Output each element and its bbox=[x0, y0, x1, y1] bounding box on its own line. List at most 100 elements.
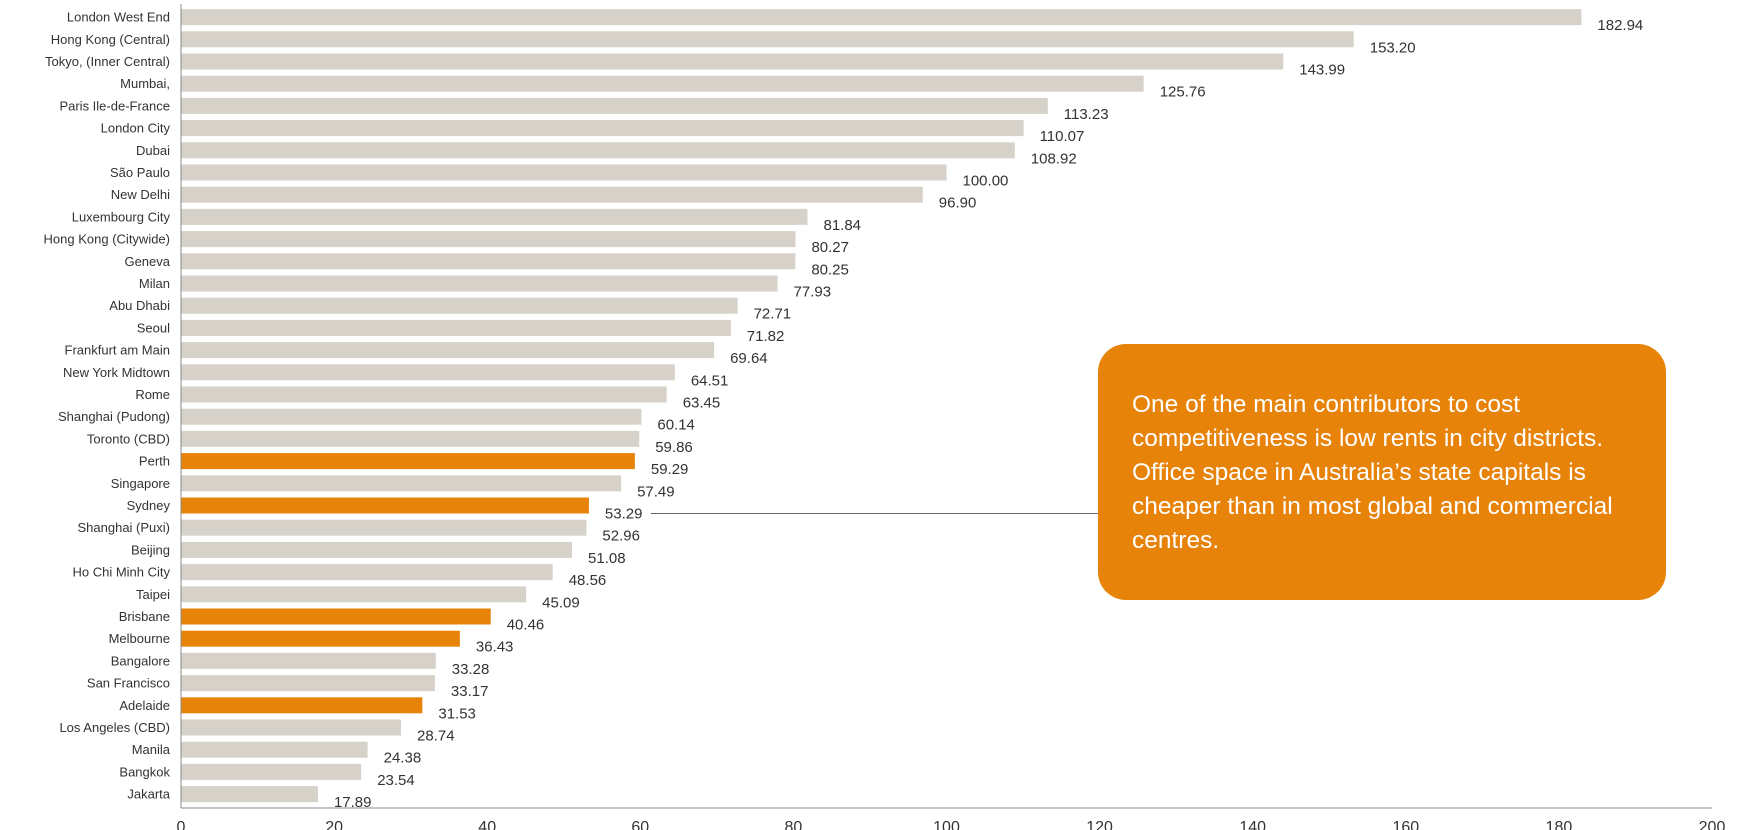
x-tick-label-140: 140 bbox=[1239, 819, 1266, 830]
x-tick-label-180: 180 bbox=[1546, 819, 1573, 830]
category-label-paris-ile-de-france: Paris Ile-de-France bbox=[59, 98, 170, 113]
category-label-hong-kong-central: Hong Kong (Central) bbox=[51, 32, 170, 47]
x-tick-label-60: 60 bbox=[631, 819, 649, 830]
x-tick-labels-group: 0 20 40 60 80 100 120 140 160 180 200 bbox=[177, 819, 1726, 830]
category-label-los-angeles-cbd: Los Angeles (CBD) bbox=[59, 720, 170, 735]
bar-taipei bbox=[181, 586, 527, 603]
category-label-ho-chi-minh-city: Ho Chi Minh City bbox=[72, 565, 170, 580]
bar-jakarta bbox=[181, 786, 318, 803]
category-label-adelaide: Adelaide bbox=[119, 698, 170, 713]
bar-bangkok bbox=[181, 763, 362, 780]
annotation-callout: One of the main contributors to cost com… bbox=[1098, 344, 1666, 600]
x-tick-label-200: 200 bbox=[1699, 819, 1726, 830]
category-label-manila: Manila bbox=[132, 742, 171, 757]
value-label-new-delhi: 96.90 bbox=[939, 195, 977, 212]
category-label-hong-kong-citywide: Hong Kong (Citywide) bbox=[44, 232, 170, 247]
value-label-manila: 24.38 bbox=[384, 750, 422, 767]
value-label-rome: 63.45 bbox=[683, 395, 721, 412]
value-label-brisbane: 40.46 bbox=[507, 617, 545, 634]
category-label-rome: Rome bbox=[135, 387, 170, 402]
value-label-toronto-cbd: 59.86 bbox=[655, 439, 693, 456]
category-labels-group: London West End Hong Kong (Central) Tokyo,… bbox=[44, 10, 171, 802]
value-label-hong-kong-central: 153.20 bbox=[1370, 39, 1416, 56]
value-label-bangkok: 23.54 bbox=[377, 772, 415, 789]
value-label-taipei: 45.09 bbox=[542, 594, 580, 611]
bar-toronto-cbd bbox=[181, 430, 640, 447]
bar-seoul bbox=[181, 319, 731, 336]
bar-frankfurt-am-main bbox=[181, 342, 715, 359]
category-label-luxembourg-city: Luxembourg City bbox=[72, 209, 171, 224]
category-label-geneva: Geneva bbox=[124, 254, 170, 269]
bar-melbourne bbox=[181, 630, 460, 647]
category-label-toronto-cbd: Toronto (CBD) bbox=[87, 431, 170, 446]
value-label-new-york-midtown: 64.51 bbox=[691, 372, 729, 389]
value-label-beijing: 51.08 bbox=[588, 550, 626, 567]
bar-bangalore bbox=[181, 652, 436, 669]
bar-hong-kong-citywide bbox=[181, 231, 796, 248]
x-tick-label-80: 80 bbox=[785, 819, 803, 830]
value-label-dubai: 108.92 bbox=[1031, 150, 1077, 167]
value-label-sydney: 53.29 bbox=[605, 506, 643, 523]
category-label-mumbai: Mumbai, bbox=[120, 76, 170, 91]
category-label-shanghai-puxi: Shanghai (Puxi) bbox=[78, 520, 171, 535]
x-tick-label-20: 20 bbox=[325, 819, 343, 830]
bar-ho-chi-minh-city bbox=[181, 564, 553, 581]
value-label-jakarta: 17.89 bbox=[334, 794, 372, 811]
category-label-jakarta: Jakarta bbox=[127, 787, 170, 802]
category-label-san-francisco: San Francisco bbox=[87, 676, 170, 691]
category-label-frankfurt-am-main: Frankfurt am Main bbox=[65, 343, 170, 358]
value-label-sao-paulo: 100.00 bbox=[963, 173, 1009, 190]
bar-singapore bbox=[181, 475, 622, 492]
category-label-tokyo-inner-central: Tokyo, (Inner Central) bbox=[45, 54, 170, 69]
bar-adelaide bbox=[181, 697, 423, 714]
bar-new-delhi bbox=[181, 186, 923, 203]
bar-shanghai-pudong bbox=[181, 408, 642, 425]
value-label-adelaide: 31.53 bbox=[438, 705, 476, 722]
category-label-new-york-midtown: New York Midtown bbox=[63, 365, 170, 380]
category-label-bangkok: Bangkok bbox=[119, 764, 170, 779]
category-label-taipei: Taipei bbox=[136, 587, 170, 602]
bar-brisbane bbox=[181, 608, 491, 625]
value-label-london-city: 110.07 bbox=[1040, 128, 1085, 145]
value-label-san-francisco: 33.17 bbox=[451, 683, 489, 700]
bar-mumbai bbox=[181, 75, 1144, 92]
bar-tokyo-inner-central bbox=[181, 53, 1284, 70]
category-label-singapore: Singapore bbox=[111, 476, 170, 491]
x-tick-label-40: 40 bbox=[478, 819, 496, 830]
category-label-seoul: Seoul bbox=[137, 320, 170, 335]
bar-geneva bbox=[181, 253, 796, 270]
category-label-melbourne: Melbourne bbox=[109, 631, 170, 646]
bar-sao-paulo bbox=[181, 164, 947, 181]
bar-london-west-end bbox=[181, 9, 1582, 26]
category-label-sao-paulo: São Paulo bbox=[110, 165, 170, 180]
x-tick-label-0: 0 bbox=[177, 819, 186, 830]
value-label-shanghai-puxi: 52.96 bbox=[602, 528, 640, 545]
bar-los-angeles-cbd bbox=[181, 719, 402, 736]
bar-dubai bbox=[181, 142, 1015, 159]
value-label-bangalore: 33.28 bbox=[452, 661, 490, 678]
category-label-beijing: Beijing bbox=[131, 542, 170, 557]
x-tick-label-120: 120 bbox=[1086, 819, 1113, 830]
value-label-abu-dhabi: 72.71 bbox=[754, 306, 792, 323]
value-label-paris-ile-de-france: 113.23 bbox=[1064, 106, 1109, 123]
category-label-shanghai-pudong: Shanghai (Pudong) bbox=[58, 409, 170, 424]
bar-new-york-midtown bbox=[181, 364, 675, 381]
category-label-milan: Milan bbox=[139, 276, 170, 291]
value-label-tokyo-inner-central: 143.99 bbox=[1299, 62, 1345, 79]
bar-rome bbox=[181, 386, 667, 403]
bar-milan bbox=[181, 275, 778, 292]
value-label-singapore: 57.49 bbox=[637, 483, 675, 500]
value-label-ho-chi-minh-city: 48.56 bbox=[569, 572, 607, 589]
value-label-geneva: 80.25 bbox=[811, 261, 849, 278]
value-label-luxembourg-city: 81.84 bbox=[823, 217, 861, 234]
value-label-mumbai: 125.76 bbox=[1160, 84, 1206, 101]
value-label-frankfurt-am-main: 69.64 bbox=[730, 350, 768, 367]
category-label-dubai: Dubai bbox=[136, 143, 170, 158]
bar-paris-ile-de-france bbox=[181, 97, 1048, 114]
bar-sydney bbox=[181, 497, 589, 514]
category-label-london-city: London City bbox=[101, 121, 171, 136]
value-label-melbourne: 36.43 bbox=[476, 639, 514, 656]
bar-perth bbox=[181, 453, 635, 470]
value-label-london-west-end: 182.94 bbox=[1597, 17, 1643, 34]
